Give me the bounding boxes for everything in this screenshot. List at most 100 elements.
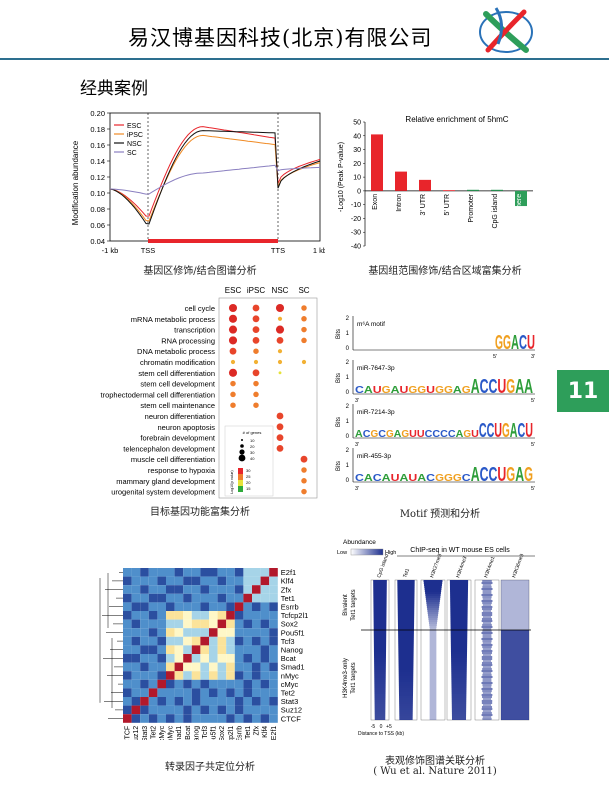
legend-size-label: 10 bbox=[250, 438, 255, 443]
heatmap-cell bbox=[217, 619, 227, 629]
heatmap-cell bbox=[217, 705, 227, 715]
signal-row bbox=[398, 664, 414, 666]
heatmap-cell bbox=[123, 688, 132, 697]
heatmap-cell bbox=[217, 593, 227, 603]
signal-row bbox=[482, 616, 492, 618]
enrichment-dot bbox=[228, 336, 238, 345]
heatmap-cell bbox=[234, 688, 244, 697]
motif-letter: G bbox=[386, 429, 394, 440]
enrichment-dot bbox=[228, 368, 238, 377]
signal-row bbox=[482, 654, 492, 656]
heatmap-cell bbox=[252, 654, 261, 663]
heatmap-cell bbox=[191, 576, 201, 586]
signal-row bbox=[482, 704, 492, 706]
heatmap-cell bbox=[191, 628, 201, 637]
signal-row bbox=[426, 602, 440, 604]
enrichment-dot bbox=[301, 337, 307, 344]
signal-row bbox=[501, 666, 529, 668]
heatmap-cell bbox=[131, 568, 141, 577]
signal-row bbox=[450, 628, 468, 630]
heatmap-cell bbox=[157, 628, 166, 637]
heatmap-cell bbox=[148, 628, 158, 637]
signal-row bbox=[397, 610, 415, 612]
signal-row bbox=[501, 636, 529, 638]
heatmap-cell bbox=[252, 593, 261, 603]
signal-row bbox=[450, 606, 468, 608]
heatmap-cell bbox=[148, 697, 158, 706]
signal-row bbox=[501, 604, 529, 606]
y-tick-label: -10 bbox=[351, 202, 361, 209]
y-tick-label: 0.14 bbox=[90, 157, 105, 166]
legend-color-swatch bbox=[238, 474, 243, 480]
signal-row bbox=[428, 622, 438, 624]
heatmap-cell bbox=[200, 602, 209, 611]
column-label: CTCF bbox=[125, 726, 132, 740]
signal-row bbox=[482, 684, 492, 686]
category-label: Promoter bbox=[468, 193, 475, 222]
heatmap-cell bbox=[209, 688, 218, 697]
signal-row bbox=[450, 600, 468, 602]
motif-letter: G bbox=[506, 376, 515, 398]
signal-row bbox=[481, 618, 493, 620]
heatmap-cell bbox=[200, 688, 209, 697]
signal-row bbox=[450, 592, 468, 594]
enrichment-dot bbox=[229, 347, 237, 355]
modification-profile-chart: Modification abundance 0.20 0.18 0.16 0.14 0… bbox=[71, 109, 325, 255]
signal-row bbox=[449, 584, 469, 586]
heatmap-cell bbox=[226, 705, 235, 715]
enrichment-dot bbox=[252, 337, 260, 344]
go-enrichment-dotplot: ESC iPSC NSC SC cell cycle mRNA metabolic pro… bbox=[100, 286, 318, 499]
heatmap-cell bbox=[174, 602, 184, 611]
heatmap-cell bbox=[200, 568, 209, 577]
signal-row bbox=[501, 602, 529, 604]
row-label: Zfx bbox=[281, 585, 292, 594]
heatmap-cell bbox=[252, 585, 261, 594]
motif-letter: A bbox=[391, 385, 400, 396]
heatmap-cell bbox=[166, 593, 175, 603]
heatmap-cell bbox=[200, 671, 209, 680]
signal-row bbox=[450, 616, 468, 618]
signal-row bbox=[374, 708, 386, 710]
heatmap-cell bbox=[123, 611, 132, 620]
signal-row bbox=[374, 702, 386, 704]
signal-row bbox=[397, 620, 415, 622]
signal-row bbox=[450, 594, 468, 596]
heatmap-cell bbox=[217, 602, 227, 611]
signal-row bbox=[397, 594, 415, 596]
signal-row bbox=[481, 588, 493, 590]
legend-color-label: 30 bbox=[246, 468, 251, 473]
heatmap-cell bbox=[226, 671, 235, 680]
signal-row bbox=[373, 622, 387, 624]
enrichment-dot bbox=[252, 369, 260, 377]
signal-row bbox=[429, 716, 437, 718]
heatmap-cell bbox=[191, 671, 201, 680]
track-label: H3K36me3 bbox=[511, 553, 525, 579]
signal-row bbox=[450, 648, 468, 650]
signal-row bbox=[399, 710, 413, 712]
heatmap-cell bbox=[157, 585, 166, 594]
heatmap-cell bbox=[174, 679, 184, 689]
signal-row bbox=[398, 676, 414, 678]
heatmap-cell bbox=[260, 602, 270, 611]
row-label: cMyc bbox=[281, 680, 299, 689]
heatmap-cell bbox=[243, 654, 252, 663]
dotplot-legend bbox=[224, 425, 274, 497]
signal-row bbox=[501, 596, 529, 598]
series-line-sc bbox=[109, 164, 321, 195]
signal-row bbox=[501, 652, 529, 654]
go-term-label: forebrain development bbox=[140, 434, 216, 443]
motif-letter: A bbox=[382, 473, 391, 484]
signal-row bbox=[374, 690, 386, 692]
heatmap-cell bbox=[243, 679, 252, 689]
heatmap-cell bbox=[123, 602, 132, 611]
signal-row bbox=[501, 696, 529, 698]
signal-row bbox=[501, 694, 529, 696]
heatmap-cell bbox=[174, 697, 184, 706]
go-term-label: stem cell development bbox=[140, 380, 216, 389]
heatmap-cell bbox=[191, 679, 201, 689]
signal-row bbox=[397, 618, 415, 620]
heatmap-cell bbox=[269, 671, 278, 680]
motif-end-left: 5' bbox=[493, 354, 497, 360]
go-term-label: DNA metabolic process bbox=[137, 347, 215, 356]
